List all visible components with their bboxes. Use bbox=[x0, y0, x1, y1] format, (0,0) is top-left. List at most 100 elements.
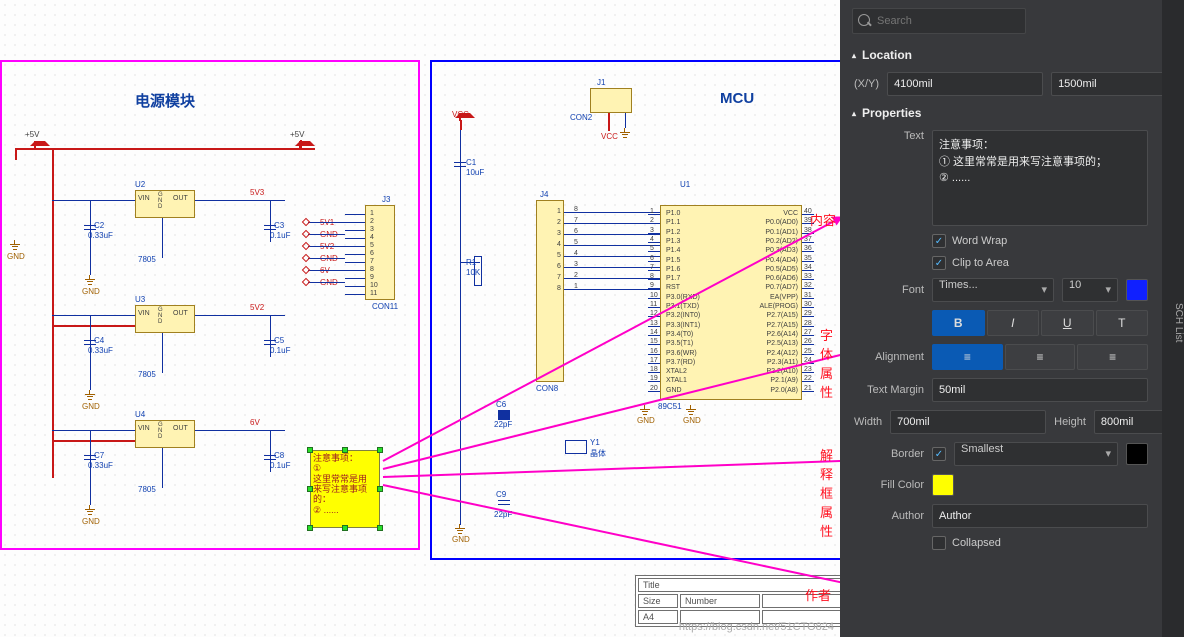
pin-num: 5 bbox=[370, 242, 374, 249]
vcc-antenna bbox=[455, 113, 465, 121]
selection-handle[interactable] bbox=[377, 486, 383, 492]
supply-label: +5V bbox=[25, 130, 39, 139]
pin-stub bbox=[648, 326, 660, 327]
cap-val: 0.33uF bbox=[88, 231, 113, 240]
wire bbox=[162, 333, 163, 373]
pin-label: VIN bbox=[138, 425, 150, 432]
titleblock-number: Number bbox=[680, 594, 760, 608]
border-checkbox[interactable]: ✓ bbox=[932, 447, 946, 461]
gnd-label: GND bbox=[82, 402, 100, 411]
vcc-label-2: VCC bbox=[601, 132, 618, 141]
watermark: https://blog.csdn.net/51CTO824 bbox=[679, 621, 834, 633]
titleblock-sizeval: A4 bbox=[638, 610, 678, 624]
border-style-select[interactable]: Smallest bbox=[954, 442, 1118, 466]
pin-stub bbox=[802, 391, 814, 392]
selection-handle[interactable] bbox=[342, 447, 348, 453]
collapsed-checkbox[interactable]: Collapsed bbox=[932, 536, 1001, 550]
y1-val: 晶体 bbox=[590, 448, 606, 459]
align-right-button[interactable]: ≡ bbox=[1077, 344, 1148, 370]
strike-button[interactable]: T bbox=[1096, 310, 1149, 336]
pin-stub bbox=[648, 251, 660, 252]
wire bbox=[308, 246, 345, 247]
pin-num: 8 bbox=[370, 266, 374, 273]
pin-num: 5 bbox=[574, 239, 578, 246]
wire bbox=[195, 200, 285, 201]
font-color-swatch[interactable] bbox=[1126, 279, 1148, 301]
supply-label-2: +5V bbox=[290, 130, 304, 139]
pin-num: 8 bbox=[574, 206, 578, 213]
wire bbox=[345, 222, 365, 223]
c9-ref: C9 bbox=[496, 490, 506, 499]
pin-name: P2.5(A13) bbox=[750, 340, 798, 347]
text-input[interactable] bbox=[932, 130, 1148, 226]
width-input[interactable] bbox=[890, 410, 1046, 434]
wire bbox=[90, 357, 91, 390]
j1-ref: J1 bbox=[597, 78, 605, 87]
selection-handle[interactable] bbox=[342, 525, 348, 531]
cap-plate bbox=[498, 500, 510, 501]
connector-j1[interactable] bbox=[590, 88, 632, 113]
pin-name: P1.3 bbox=[666, 238, 680, 245]
pin-label: VIN bbox=[138, 195, 150, 202]
font-size-select[interactable]: 10 bbox=[1062, 278, 1118, 302]
wire bbox=[308, 258, 345, 259]
location-x-input[interactable] bbox=[887, 72, 1043, 96]
pin-num: 10 bbox=[370, 282, 378, 289]
author-input[interactable] bbox=[932, 504, 1148, 528]
selection-handle[interactable] bbox=[307, 486, 313, 492]
underline-button[interactable]: U bbox=[1041, 310, 1094, 336]
wire bbox=[564, 267, 660, 268]
section-properties[interactable]: Properties bbox=[840, 100, 1162, 126]
selection-handle[interactable] bbox=[307, 525, 313, 531]
wire bbox=[195, 315, 285, 316]
pin-stub bbox=[802, 261, 814, 262]
selection-handle[interactable] bbox=[307, 447, 313, 453]
pin-num: 6 bbox=[370, 250, 374, 257]
pin-num: 5 bbox=[557, 252, 561, 259]
selection-handle[interactable] bbox=[377, 447, 383, 453]
border-color-swatch[interactable] bbox=[1126, 443, 1148, 465]
pin-num: 8 bbox=[557, 285, 561, 292]
pin-num: 4 bbox=[557, 241, 561, 248]
gnd-symbol bbox=[85, 505, 95, 513]
wire bbox=[15, 148, 315, 150]
pin-name: P1.7 bbox=[666, 275, 680, 282]
selection-handle[interactable] bbox=[377, 525, 383, 531]
pin-label: GND bbox=[158, 192, 163, 210]
pin-stub bbox=[648, 307, 660, 308]
pin-name: EA(VPP) bbox=[750, 294, 798, 301]
section-location[interactable]: Location bbox=[840, 42, 1162, 68]
pin-num: 9 bbox=[370, 274, 374, 281]
pin-name: P1.2 bbox=[666, 229, 680, 236]
pin-num: 3 bbox=[574, 261, 578, 268]
wordwrap-checkbox[interactable]: ✓ Word Wrap bbox=[932, 234, 1007, 248]
wire bbox=[564, 234, 660, 235]
pin-num: 1 bbox=[557, 208, 561, 215]
wire bbox=[308, 222, 345, 223]
search-input[interactable] bbox=[852, 8, 1026, 34]
align-left-button[interactable]: ≡ bbox=[932, 344, 1003, 370]
wire bbox=[308, 234, 345, 235]
pin-num: 4 bbox=[370, 234, 374, 241]
pin-name: P2.7(A15) bbox=[750, 322, 798, 329]
pin-stub bbox=[648, 261, 660, 262]
check-icon bbox=[932, 536, 946, 550]
pin-num: 1 bbox=[574, 283, 578, 290]
wire bbox=[460, 120, 462, 130]
italic-button[interactable]: I bbox=[987, 310, 1040, 336]
font-family-select[interactable]: Times... bbox=[932, 278, 1054, 302]
fill-color-swatch[interactable] bbox=[932, 474, 954, 496]
align-center-button[interactable]: ≡ bbox=[1005, 344, 1076, 370]
sch-list-tab[interactable]: SCH List bbox=[1162, 0, 1184, 637]
pin-num: 2 bbox=[574, 272, 578, 279]
location-y-input[interactable] bbox=[1051, 72, 1162, 96]
pin-stub bbox=[648, 233, 660, 234]
pin-stub bbox=[648, 298, 660, 299]
textmargin-input[interactable] bbox=[932, 378, 1148, 402]
cliparea-checkbox[interactable]: ✓ Clip to Area bbox=[932, 256, 1009, 270]
reg-type: 7805 bbox=[138, 370, 156, 379]
bold-button[interactable]: B bbox=[932, 310, 985, 336]
note-box[interactable]: 注意事项： ① 这里常常是用 来写注意事项 的： ② ...... bbox=[310, 450, 380, 528]
schematic-canvas[interactable]: 电源模块 MCU +5V +5V U2VINGNDOUT7805C20.33uF… bbox=[0, 0, 840, 637]
height-input[interactable] bbox=[1094, 410, 1162, 434]
